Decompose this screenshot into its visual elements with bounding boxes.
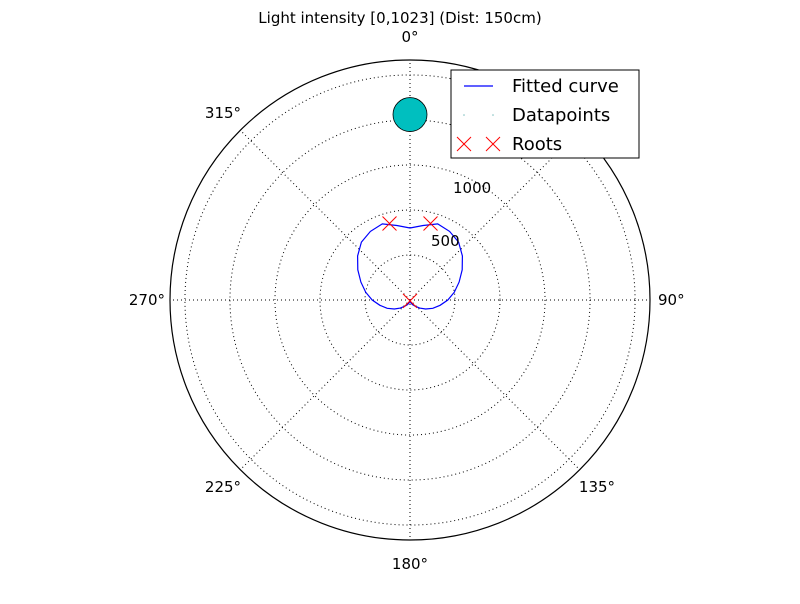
angle-tick-label-315: 315° [205,104,241,122]
root-marker [382,216,397,231]
angle-gridline [239,129,411,301]
angle-tick-label-270: 270° [129,291,165,309]
legend-label-roots: Roots [512,134,562,155]
legend-label-fitted: Fitted curve [512,76,619,97]
legend-x-swatch [485,136,501,152]
label-layer: 0° 90° 135° 180° 225° 270° 315° 500 1000 [129,28,685,573]
chart-title: Light intensity [0,1023] (Dist: 150cm) [258,9,542,27]
root-marker-stroke [402,293,418,309]
radius-gridline [319,209,501,391]
radius-gridline [274,164,546,436]
radius-tick-label-500: 500 [431,232,460,250]
radius-gridline [364,254,456,346]
angle-tick-label-180: 180° [392,555,428,573]
radius-tick-label-1000: 1000 [453,179,491,197]
legend: Fitted curve Datapoints Roots [450,69,640,159]
angle-gridline [409,299,581,471]
datapoint-marker [392,97,428,132]
angle-gridline [409,129,581,301]
legend-symbol-datapoints [463,114,494,116]
legend-dot-swatch [492,114,494,116]
angle-tick-label-135: 135° [579,478,615,496]
grid-layer [169,59,651,541]
legend-dot-swatch [463,114,465,116]
radius-gridline [184,74,636,526]
legend-box [450,69,640,159]
root-marker [423,216,438,231]
root-marker-stroke [382,216,397,231]
angle-gridline [239,299,411,471]
root-marker-stroke [423,216,438,231]
legend-x-swatch [456,136,472,152]
root-marker [402,293,418,309]
data-layer [356,97,464,310]
polar-frame [169,59,651,541]
angle-tick-label-90: 90° [658,291,685,309]
angle-tick-label-225: 225° [205,478,241,496]
legend-symbol-roots [456,136,501,152]
angle-tick-label-0: 0° [401,28,418,46]
legend-label-datapoints: Datapoints [512,105,610,126]
